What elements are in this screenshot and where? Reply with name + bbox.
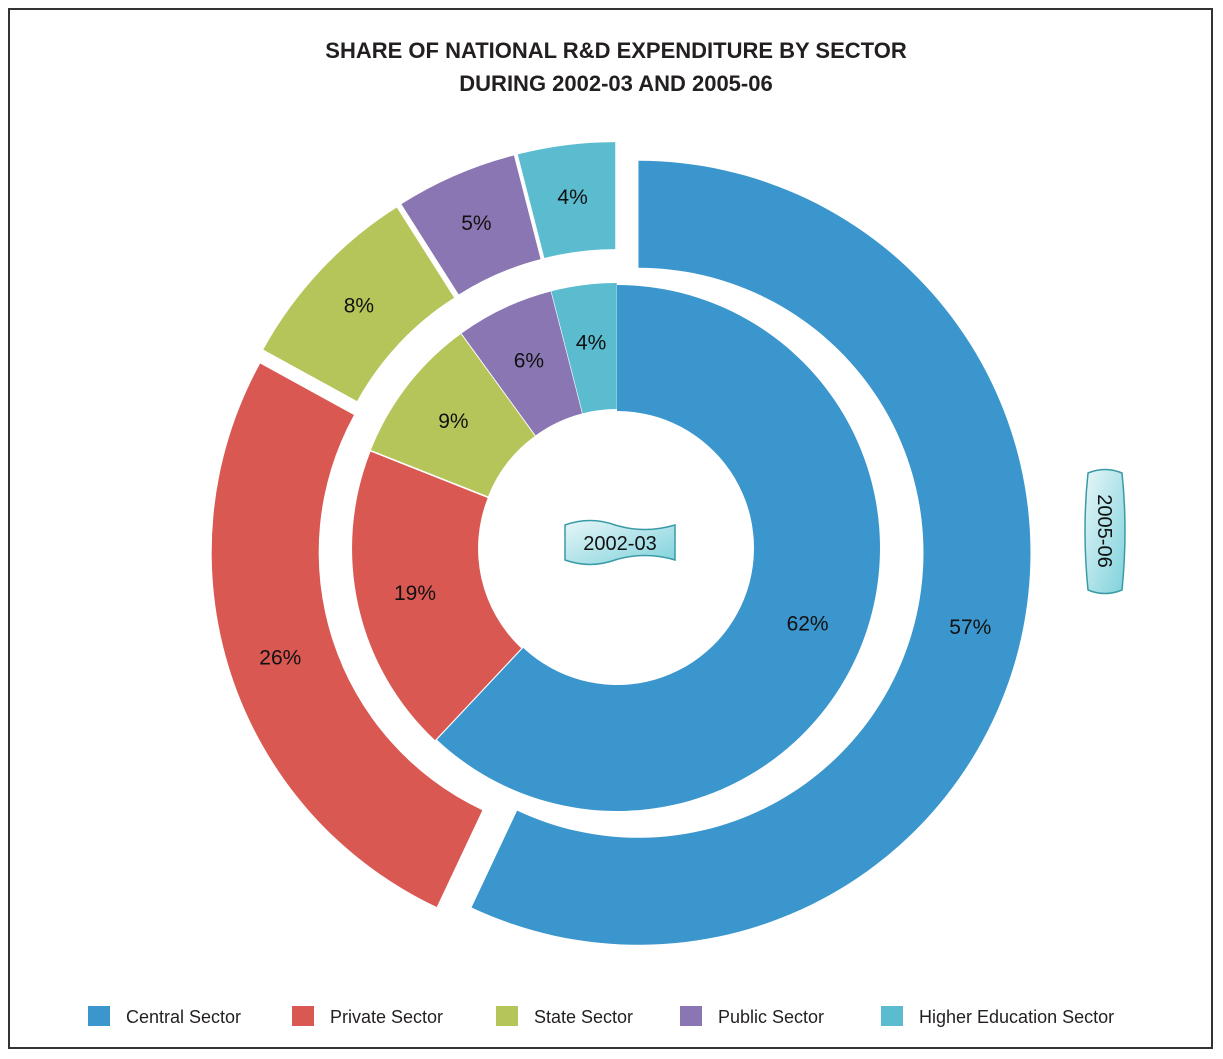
legend-swatch-central-sector (88, 1006, 110, 1026)
inner-ring-name-flag: 2002-03 (564, 519, 676, 566)
inner-label-state-sector: 9% (438, 410, 468, 433)
chart-title: SHARE OF NATIONAL R&D EXPENDITURE BY SEC… (325, 38, 907, 63)
inner-slice-central-sector (436, 285, 880, 811)
legend-item-higher-education-sector: Higher Education Sector (881, 1006, 1114, 1027)
inner-label-central-sector: 62% (787, 613, 829, 636)
inner-slice-higher-education-sector (551, 283, 617, 414)
inner-label-public-sector: 6% (514, 350, 544, 373)
legend-item-private-sector: Private Sector (292, 1006, 443, 1027)
outer-label-higher-education-sector: 4% (557, 186, 587, 209)
outer-slice-public-sector (401, 155, 541, 295)
outer-label-public-sector: 5% (461, 212, 491, 235)
outer-slice-higher-education-sector (517, 142, 616, 259)
legend-swatch-higher-education-sector (881, 1006, 903, 1026)
outer-ring-2005-06 (211, 142, 1031, 945)
outer-label-private-sector: 26% (259, 646, 301, 669)
outer-slice-central-sector (471, 160, 1031, 945)
legend-label-private-sector: Private Sector (330, 1007, 443, 1027)
legend-item-public-sector: Public Sector (680, 1006, 824, 1027)
inner-slice-private-sector (352, 451, 522, 741)
legend-swatch-public-sector (680, 1006, 702, 1026)
legend: Central Sector Private Sector State Sector… (88, 1006, 1114, 1027)
outer-ring-flag-shape (1084, 468, 1126, 595)
legend-label-central-sector: Central Sector (126, 1007, 241, 1027)
legend-label-higher-education-sector: Higher Education Sector (919, 1007, 1114, 1027)
inner-label-private-sector: 19% (394, 582, 436, 605)
outer-ring-name: 2005-06 (1093, 494, 1115, 567)
legend-swatch-private-sector (292, 1006, 314, 1026)
legend-item-central-sector: Central Sector (88, 1006, 241, 1027)
legend-swatch-state-sector (496, 1006, 518, 1026)
inner-ring-name: 2002-03 (583, 533, 656, 555)
outer-label-central-sector: 57% (949, 616, 991, 639)
inner-ring-flag-shape (564, 519, 676, 566)
slice-labels: 62% 19% 9% 6% 4% 57% 26% 8% 5% 4% (259, 186, 991, 670)
outer-slice-state-sector (263, 207, 455, 402)
legend-label-state-sector: State Sector (534, 1007, 633, 1027)
chart-subtitle: DURING 2002-03 AND 2005-06 (459, 71, 772, 96)
outer-ring-name-flag: 2005-06 (1084, 468, 1126, 595)
inner-ring-2002-03 (352, 283, 880, 811)
outer-label-state-sector: 8% (344, 295, 374, 318)
inner-slice-state-sector (370, 334, 535, 497)
legend-item-state-sector: State Sector (496, 1006, 633, 1027)
outer-slice-private-sector (211, 363, 483, 908)
inner-label-higher-education-sector: 4% (576, 332, 606, 355)
inner-slice-public-sector (461, 291, 583, 436)
legend-label-public-sector: Public Sector (718, 1007, 824, 1027)
